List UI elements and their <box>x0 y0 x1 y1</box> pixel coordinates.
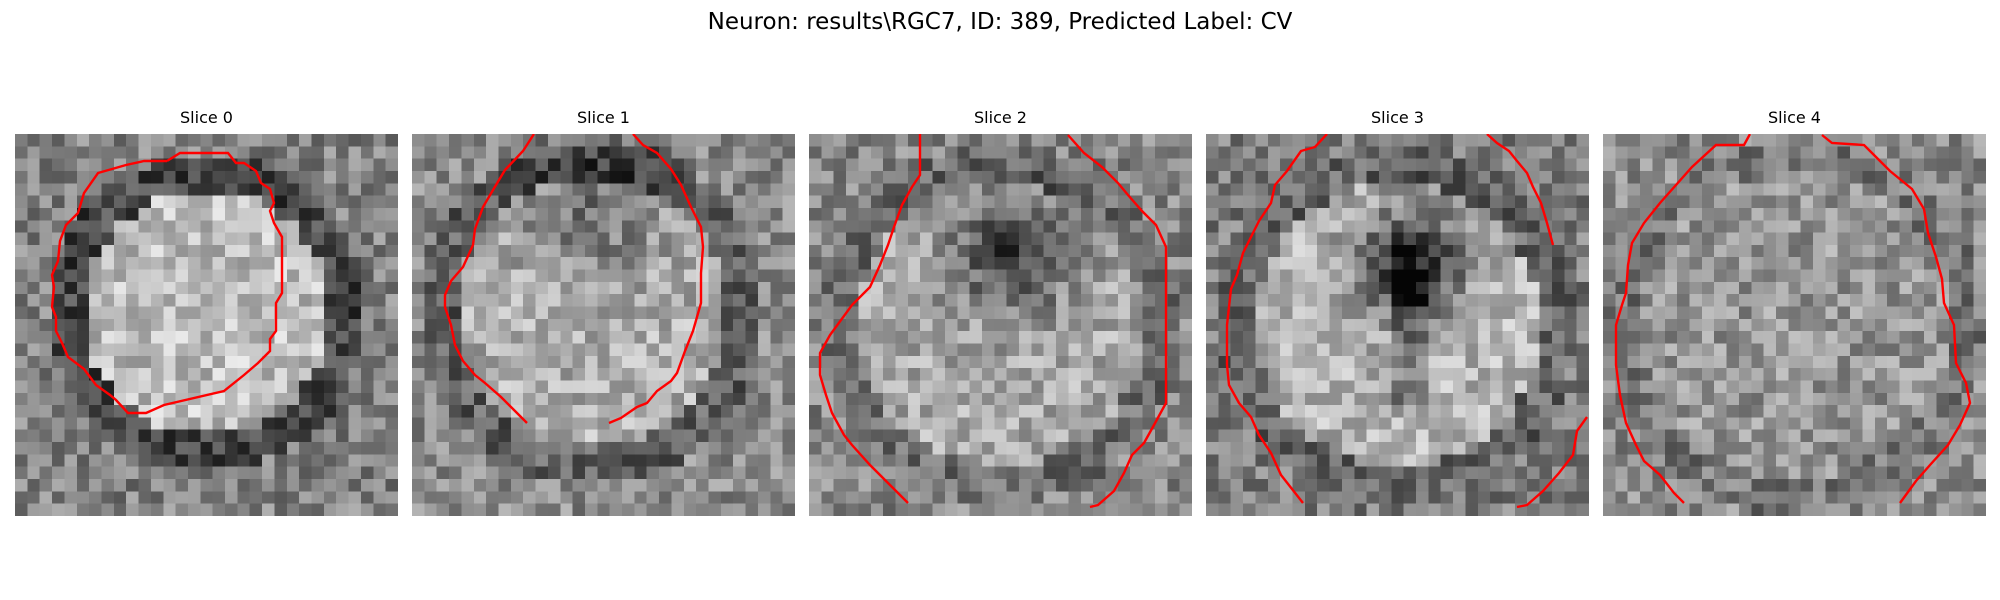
slice-title: Slice 3 <box>1371 108 1424 127</box>
roi-contour-0 <box>50 151 284 415</box>
grayscale-micrograph <box>15 134 398 516</box>
roi-contour-3 <box>1225 134 1588 509</box>
slice-panel-0: Slice 0 <box>15 108 398 516</box>
slice-image-2 <box>809 134 1192 516</box>
slice-image-0 <box>15 134 398 516</box>
roi-contour-4 <box>1614 134 1972 504</box>
slice-panel-1: Slice 1 <box>412 108 795 516</box>
grayscale-micrograph <box>412 134 795 516</box>
grayscale-micrograph <box>1603 134 1986 516</box>
slice-panel-3: Slice 3 <box>1206 108 1589 516</box>
slice-image-1 <box>412 134 795 516</box>
roi-contour-2 <box>818 134 1168 509</box>
figure-title: Neuron: results\RGC7, ID: 389, Predicted… <box>707 9 1293 35</box>
slice-title: Slice 1 <box>577 108 630 127</box>
slice-title: Slice 0 <box>180 108 233 127</box>
slice-panel-4: Slice 4 <box>1603 108 1986 516</box>
slice-panel-2: Slice 2 <box>809 108 1192 516</box>
slice-image-4 <box>1603 134 1986 516</box>
grayscale-micrograph <box>809 134 1192 516</box>
slice-title: Slice 4 <box>1768 108 1821 127</box>
slice-image-3 <box>1206 134 1589 516</box>
slice-title: Slice 2 <box>974 108 1027 127</box>
roi-contour-1 <box>443 134 705 425</box>
